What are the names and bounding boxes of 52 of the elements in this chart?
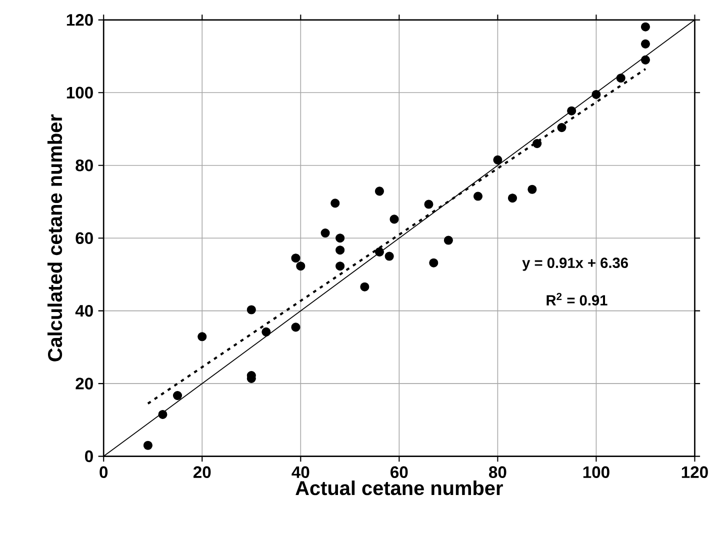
x-tick-label: 60: [390, 466, 408, 478]
point: [158, 410, 168, 419]
point: [296, 262, 306, 271]
y-tick-label: 80: [76, 160, 93, 172]
annotation: R$^{2}$ = 0.91: [546, 292, 608, 306]
x-tick-label: 40: [292, 466, 310, 478]
point: [320, 228, 330, 238]
point: [444, 236, 453, 245]
x-tick-label: 120: [682, 466, 708, 478]
point: [390, 214, 399, 224]
point: [198, 332, 207, 342]
point: [143, 440, 152, 450]
point: [291, 322, 300, 332]
x-tick-label: 100: [583, 466, 610, 478]
point: [336, 234, 345, 243]
y-tick-label: 60: [76, 232, 93, 244]
y-tick-label: 120: [66, 14, 93, 26]
point: [172, 391, 182, 400]
x-tick-label: 80: [488, 466, 506, 478]
point: [640, 55, 650, 64]
point: [592, 90, 601, 99]
point: [640, 22, 650, 32]
point: [360, 282, 370, 292]
point: [508, 194, 517, 203]
x-tick-label: 0: [100, 466, 108, 478]
point: [291, 254, 300, 263]
point: [567, 106, 576, 116]
point: [429, 258, 438, 268]
y-tick-label: 100: [66, 86, 93, 99]
y-tick-label: 20: [76, 378, 93, 390]
point: [374, 186, 384, 196]
x-axis-title: Actual cetane number: [296, 480, 503, 496]
point: [528, 184, 537, 194]
point: [493, 155, 502, 164]
point: [557, 123, 566, 132]
point: [336, 246, 345, 255]
y-tick-label: 0: [85, 450, 93, 462]
point: [246, 305, 256, 314]
point: [640, 39, 650, 48]
point: [374, 247, 384, 256]
point: [384, 252, 394, 261]
point: [473, 192, 483, 201]
point: [336, 262, 345, 271]
point: [330, 198, 340, 208]
point: [424, 200, 434, 209]
y-axis-title: Calculated cetane number: [47, 114, 62, 362]
y-tick-label: 40: [75, 304, 93, 317]
point: [532, 139, 542, 148]
annotation: y = 0.91x + 6.36: [522, 258, 628, 271]
point: [262, 327, 271, 336]
x-tick-label: 20: [193, 466, 211, 478]
point: [616, 74, 626, 83]
